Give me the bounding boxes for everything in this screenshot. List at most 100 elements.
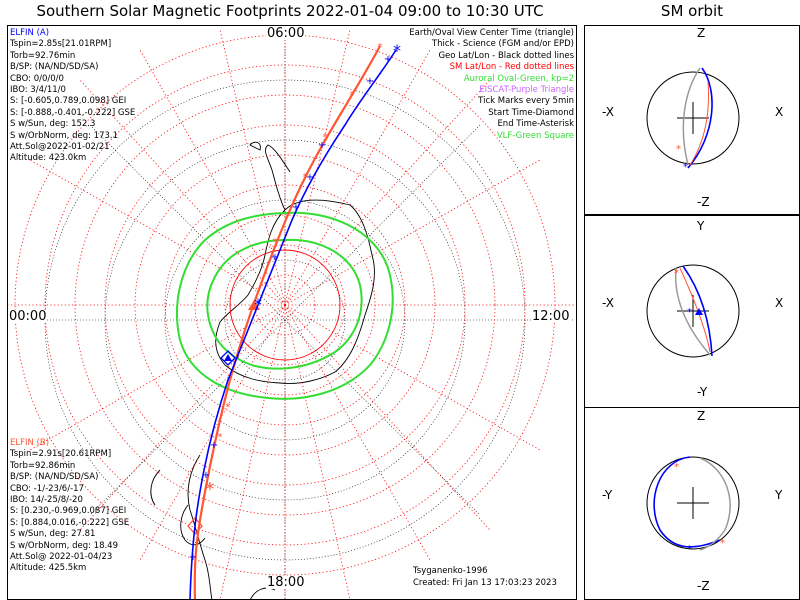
- orbit-title: SM orbit: [660, 2, 724, 20]
- orbit-plots: * * * * * * *: [646, 67, 740, 555]
- auroral-oval-inner: [206, 238, 363, 370]
- elfin-b-line: S: [0.230,-0.969,0.087] GEI: [10, 506, 127, 517]
- orbit1-top-label: Z: [697, 26, 706, 40]
- auroral-oval-outer: [176, 211, 394, 400]
- orbit2-right-label: X: [775, 296, 784, 310]
- orbit-panel-2-plot: * *: [646, 264, 740, 358]
- svg-text:+: +: [306, 172, 314, 183]
- elfin-a-start-diamond: [220, 350, 236, 366]
- elfin-b-start-diamond: [187, 517, 203, 535]
- model-label: Tsyganenko-1996: [413, 566, 488, 576]
- elfin-b-name: ELFIN (B): [10, 438, 50, 448]
- elfin-b-end-asterisk: *: [206, 479, 215, 500]
- elfin-b-line: S w/Sun, deg: 27.81: [10, 529, 96, 540]
- orbit2-bottom-label: -Y: [697, 385, 708, 399]
- mlt-label-right: 12:00: [531, 309, 571, 324]
- legend-item: Tick Marks every 5min: [478, 96, 574, 107]
- sm-grid: [8, 26, 576, 599]
- svg-text:*: *: [226, 402, 231, 413]
- elfin-a-line: Att.Sol@2022-01-02/21: [10, 141, 110, 152]
- elfin-a-line: Altitude: 423.0km: [10, 153, 87, 164]
- orbit1-bottom-label: -Z: [697, 195, 710, 209]
- elfin-b-line: CBO: -1/-23/6/-17: [10, 483, 84, 494]
- elfin-a-view-triangle: [224, 354, 232, 361]
- svg-text:+: +: [366, 76, 374, 87]
- svg-text:*: *: [720, 538, 725, 549]
- orbit2-top-label: Y: [697, 219, 705, 233]
- svg-text:*: *: [687, 307, 692, 318]
- legend: Earth/Oval View Center Time (triangle) T…: [409, 28, 574, 142]
- svg-text:*: *: [687, 544, 692, 555]
- elfin-a-line: CBO: 0/0/0/0: [10, 73, 64, 84]
- elfin-a-line: Tspin=2.85s[21.01RPM]: [10, 39, 112, 50]
- elfin-a-info: ELFIN (A) Tspin=2.85s[21.01RPM] Torb=92.…: [10, 28, 135, 165]
- legend-item: EISCAT-Purple Triangle: [479, 84, 574, 95]
- svg-text:+: +: [210, 440, 218, 451]
- elfin-b-line: Torb=92.86min: [10, 460, 76, 471]
- legend-item: Earth/Oval View Center Time (triangle): [409, 28, 574, 38]
- svg-text:*: *: [683, 162, 688, 173]
- svg-text:+: +: [292, 202, 300, 213]
- svg-text:*: *: [378, 42, 383, 53]
- mlt-label-top: 06:00: [266, 26, 306, 41]
- elfin-a-center-asterisk: *: [254, 295, 262, 314]
- orbit1-left-label: -X: [602, 105, 614, 119]
- orbit3-top-label: Z: [697, 409, 706, 423]
- svg-text:*: *: [196, 537, 201, 548]
- elfin-a-line: S: [-0.888,-0.401,-0.222] GSE: [10, 107, 136, 118]
- elfin-b-line: Altitude: 425.5km: [10, 563, 87, 574]
- orbit3-bottom-label: -Z: [697, 579, 710, 593]
- legend-item: Geo Lat/Lon - Black dotted lines: [438, 50, 574, 61]
- elfin-a-line: S w/OrbNorm, deg: 173.1: [10, 130, 119, 141]
- elfin-a-line: IBO: 3/4/11/0: [10, 84, 66, 95]
- elfin-a-line: S: [-0.605,0.789,0.098] GEI: [10, 96, 127, 107]
- elfin-a-name: ELFIN (A): [10, 28, 50, 38]
- elfin-a-line: S w/Sun, deg: 152.3: [10, 119, 96, 130]
- elfin-a-line: B/SP: (NA/ND/SD/SA): [10, 62, 99, 73]
- svg-text:*: *: [273, 237, 278, 248]
- elfin-a-track: + + + + + + + + + * *: [189, 41, 401, 599]
- svg-text:*: *: [218, 432, 223, 443]
- orbit-panel-3-plot: * * *: [646, 456, 740, 555]
- elfin-b-line: S: [0.884,0.016,-0.222] GSE: [10, 517, 130, 528]
- sa-island-1: [250, 587, 276, 599]
- africa-coast: [150, 469, 161, 506]
- svg-text:*: *: [350, 90, 355, 101]
- antarctic-peninsula: [265, 144, 291, 211]
- elfin-a-line: Torb=92.76min: [10, 50, 76, 61]
- svg-text:+: +: [189, 552, 197, 563]
- created-label: Created: Fri Jan 13 17:03:23 2023: [413, 578, 557, 588]
- svg-text:*: *: [674, 268, 679, 279]
- elfin-a-end-asterisk: *: [393, 41, 401, 60]
- peninsula-islands: [249, 141, 261, 151]
- antarctica-coast: [215, 199, 375, 384]
- sm-pole-circle: [229, 249, 341, 361]
- elfin-b-line: B/SP: (NA/ND/SD/SA): [10, 472, 99, 483]
- mlt-label-left: 00:00: [8, 309, 48, 324]
- svg-text:*: *: [303, 172, 308, 183]
- orbit-panel-1-plot: * *: [646, 67, 740, 173]
- svg-text:*: *: [674, 462, 679, 473]
- legend-item: Start Time-Diamond: [488, 107, 574, 118]
- svg-text:*: *: [323, 132, 328, 143]
- mlt-label-bottom: 18:00: [266, 575, 306, 590]
- svg-text:+: +: [202, 470, 210, 481]
- elfin-b-line: S w/OrbNorm, deg: 18.49: [10, 540, 119, 551]
- elfin-b-line: Tspin=2.91s[20.61RPM]: [10, 449, 112, 460]
- svg-text:+: +: [384, 54, 392, 65]
- orbit3-left-label: -Y: [602, 488, 613, 502]
- legend-item: Auroral Oval-Green, kp=2: [463, 73, 574, 84]
- elfin-b-line: Att.Sol@ 2022-01-04/23: [10, 551, 113, 562]
- plot-title: Southern Solar Magnetic Footprints 2022-…: [36, 2, 544, 20]
- svg-text:+: +: [271, 252, 279, 263]
- orbit3-right-label: Y: [775, 488, 783, 502]
- legend-item: SM Lat/Lon - Red dotted lines: [449, 62, 574, 73]
- orbit2-left-label: -X: [602, 296, 614, 310]
- elfin-b-info: ELFIN (B) Tspin=2.91s[20.61RPM] Torb=92.…: [10, 438, 129, 575]
- legend-item: End Time-Asterisk: [497, 119, 574, 130]
- svg-text:*: *: [676, 144, 681, 155]
- elfin-b-line: IBO: 14/-25/8/-20: [10, 494, 83, 505]
- legend-item: Thick - Science (FGM and/or EPD): [431, 39, 574, 50]
- tierra-del-fuego: [180, 504, 206, 546]
